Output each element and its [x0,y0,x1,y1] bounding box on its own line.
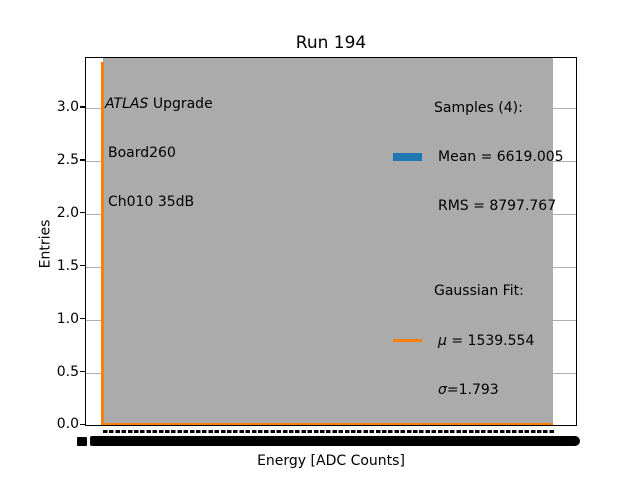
legend-entry-gaussian: Gaussian Fit: μ = 1539.554 σ=1.793 [393,250,564,430]
x-tick-labels-fragment [77,436,87,446]
samples-swatch-icon [393,152,422,162]
ytick-label-2.5: 2.5 [56,151,79,168]
samples-mean: Mean = 6619.005 [438,149,564,166]
annotation-block: ATLAS Upgrade Board260 Ch010 35dB [105,63,213,243]
legend-label-samples: Samples (4): Mean = 6619.005 RMS = 8797.… [434,67,564,247]
samples-header: Samples (4): [434,99,523,116]
x-tick-labels-overlapped-band [90,436,580,446]
ytick-label-3.0: 3.0 [56,99,79,115]
y-axis-label: Entries [37,219,54,269]
ytick-mark-2.5 [80,159,85,161]
histogram-fill-area [103,58,553,425]
gaussian-fit-baseline [101,422,553,426]
annotation-atlas: ATLAS [105,95,149,112]
gaussian-line-icon [393,339,422,342]
legend-handle-samples [393,152,424,162]
annotation-line-1: ATLAS Upgrade [105,96,213,112]
mu-value: = 1539.554 [446,332,535,349]
plot-area [85,57,577,426]
sigma-value: =1.793 [446,381,499,398]
ytick-mark-1.0 [80,318,85,320]
gaussian-sigma: σ=1.793 [434,382,534,398]
annotation-line-3: Ch010 35dB [108,194,195,211]
ytick-mark-2.0 [80,212,85,214]
gaussian-header: Gaussian Fit: [434,283,524,300]
gaussian-mu: μ = 1539.554 [434,333,534,349]
ytick-mark-1.5 [80,265,85,267]
legend: Samples (4): Mean = 6619.005 RMS = 8797.… [393,67,564,434]
ytick-label-1.5: 1.5 [56,257,79,274]
ytick-label-1.0: 1.0 [56,310,79,327]
chart-title: Run 194 [295,33,367,53]
x-tick-marks-band [103,429,554,433]
ytick-label-0.0: 0.0 [56,416,79,433]
legend-label-gaussian: Gaussian Fit: μ = 1539.554 σ=1.793 [434,250,534,430]
annotation-upgrade: Upgrade [148,95,213,112]
ytick-label-2.0: 2.0 [56,204,79,221]
x-axis-label: Energy [ADC Counts] [257,453,405,469]
legend-handle-gaussian [393,339,424,342]
ytick-mark-0.5 [80,370,85,373]
ytick-mark-3.0 [80,106,85,108]
samples-rms: RMS = 8797.767 [438,198,557,215]
ytick-label-0.5: 0.5 [56,363,79,380]
legend-entry-samples: Samples (4): Mean = 6619.005 RMS = 8797.… [393,67,564,247]
gaussian-fit-spike [101,62,104,425]
ytick-mark-0.0 [80,423,85,426]
sigma-symbol: σ [438,381,447,398]
annotation-line-2: Board260 [108,145,176,162]
mu-symbol: μ [438,332,447,349]
